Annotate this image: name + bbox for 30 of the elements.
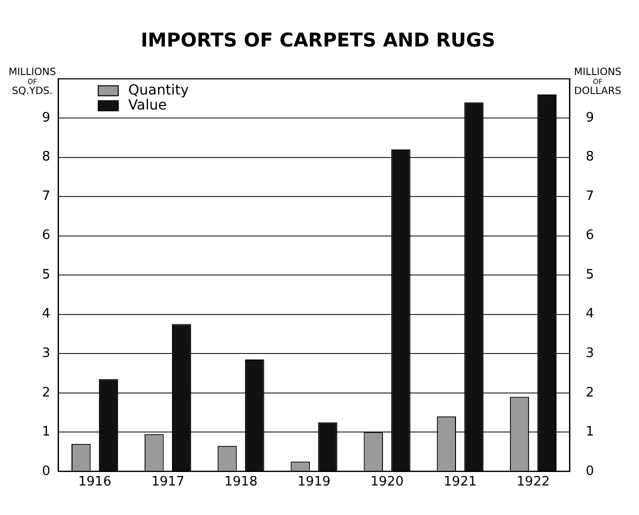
y-tick-label: 2 [42,385,50,400]
chart-title: IMPORTS OF CARPETS AND RUGS [140,29,496,52]
y2-tick-label: 2 [586,385,594,400]
x-tick-label: 1918 [224,474,258,490]
y-tick-label: 3 [42,346,50,361]
x-tick-label: 1921 [444,474,477,490]
y-tick-label: 8 [42,150,50,165]
x-tick-label: 1919 [297,474,331,490]
y-tick-label: 5 [42,267,50,282]
x-tick-label: 1917 [151,474,184,490]
y2-tick-label: 1 [586,424,594,440]
y2-tick-label: 6 [586,228,594,244]
y-tick-label: 0 [42,464,50,479]
x-tick-label: 1922 [516,474,550,490]
y2-tick-label: 4 [586,306,594,322]
legend-label: Value [128,97,167,114]
y2-tick-label: 7 [586,188,594,204]
y-tick-label: 7 [42,188,50,204]
y2-tick-label: 8 [586,150,594,165]
y2-tick-label: 5 [586,267,594,282]
y2-tick-label: 0 [586,464,594,479]
x-tick-label: 1916 [78,474,112,490]
y-tick-label: 6 [42,228,50,244]
legend-label: Quantity [128,82,189,98]
x-tick-label: 1920 [370,474,404,490]
y2-tick-label: 3 [586,346,594,361]
y-tick-label: 1 [42,424,50,440]
y2-tick-label: 9 [586,110,594,126]
y-tick-label: 4 [42,306,50,322]
y-tick-label: 9 [42,110,50,126]
